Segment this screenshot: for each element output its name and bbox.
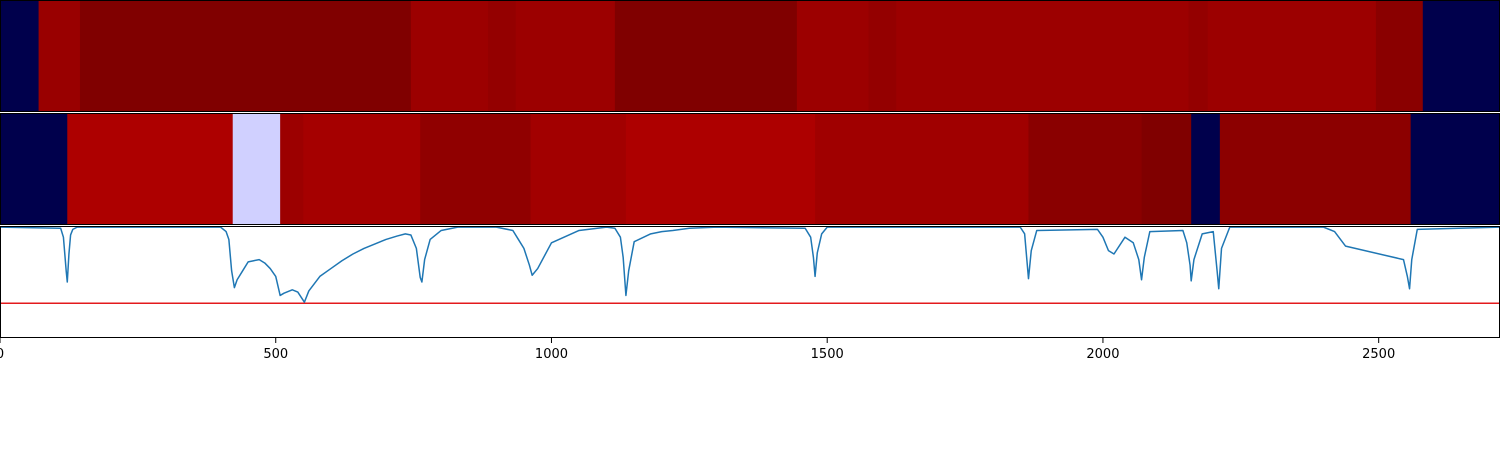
heatmap-cell — [1207, 0, 1377, 112]
series-line — [0, 226, 1500, 303]
heatmap-cell — [79, 0, 412, 112]
heatmap-cell — [420, 113, 532, 225]
heatmap-cell — [232, 113, 281, 225]
line-plot-panel — [0, 226, 1500, 338]
heatmap-cell — [1375, 0, 1424, 112]
x-tick-label: 0 — [0, 347, 4, 362]
heatmap-cell — [1188, 0, 1209, 112]
x-tick-label: 2500 — [1362, 347, 1395, 362]
heatmap-cell — [815, 113, 1029, 225]
heatmap-cell — [868, 0, 897, 112]
heatmap-cell — [488, 0, 517, 112]
heatmap-cell — [1141, 113, 1192, 225]
heatmap-cell — [796, 0, 870, 112]
heatmap-cell — [410, 0, 489, 112]
heatmap-cell — [896, 0, 1189, 112]
heatmap-top-panel — [0, 0, 1500, 112]
heatmap-cell — [515, 0, 616, 112]
heatmap-cell — [625, 113, 816, 225]
heatmap-cell — [67, 113, 234, 225]
heatmap-cell — [0, 113, 68, 225]
x-tick-label: 1000 — [535, 347, 568, 362]
line-plot-background — [0, 226, 1500, 338]
heatmap-cell — [1219, 113, 1412, 225]
heatmap-cell — [280, 113, 304, 225]
heatmap-cell — [303, 113, 421, 225]
x-axis: 0 500 1000 1500 2000 2500 — [0, 338, 1395, 362]
heatmap-cell — [1028, 113, 1143, 225]
heatmap-cell — [530, 113, 627, 225]
heatmap-middle-panel — [0, 113, 1500, 225]
heatmap-cell — [1191, 113, 1221, 225]
heatmap-cell — [614, 0, 798, 112]
heatmap-cell — [1422, 0, 1500, 112]
heatmap-cell — [1410, 113, 1500, 225]
x-tick-label: 500 — [263, 347, 288, 362]
heatmap-cell — [0, 0, 40, 112]
heatmap-cell — [38, 0, 81, 112]
x-tick-label: 2000 — [1086, 347, 1119, 362]
x-tick-label: 1500 — [811, 347, 844, 362]
